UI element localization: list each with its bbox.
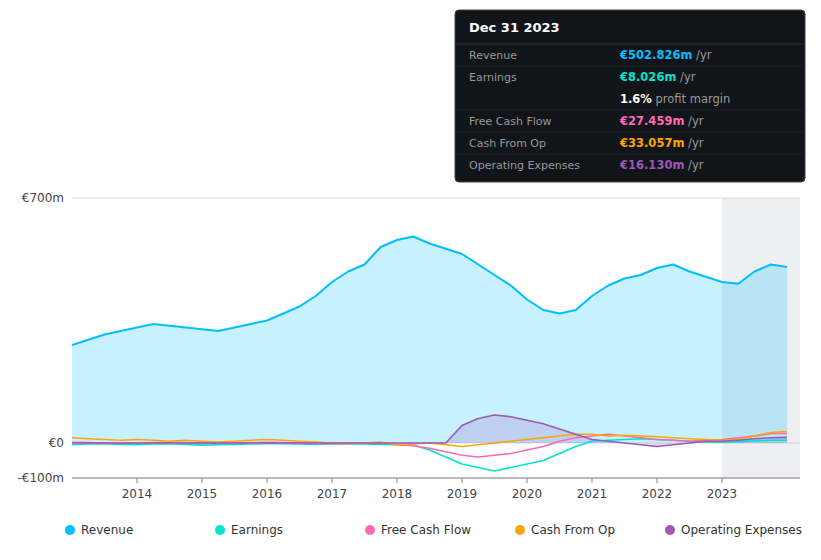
series-line	[72, 237, 787, 346]
tooltip-label: Revenue	[469, 49, 517, 62]
plot-area	[72, 198, 800, 478]
x-tick	[657, 478, 658, 483]
legend-swatch	[515, 525, 525, 535]
series-line	[72, 415, 787, 447]
background	[0, 0, 821, 560]
legend-swatch	[65, 525, 75, 535]
tooltip-separator	[455, 44, 805, 45]
legend-swatch	[665, 525, 675, 535]
x-tick-label: 2015	[187, 487, 218, 501]
grid-line	[72, 198, 800, 199]
x-tick-label: 2020	[512, 487, 543, 501]
tooltip-value: €502.826m	[619, 48, 692, 62]
x-tick	[527, 478, 528, 483]
tooltip-value: 1.6%	[620, 92, 652, 106]
tooltip-value: €33.057m	[619, 136, 684, 150]
tooltip-value-text: €502.826m /yr	[619, 48, 712, 62]
legend-swatch	[215, 525, 225, 535]
grid-line	[72, 478, 800, 479]
x-tick	[722, 478, 723, 483]
legend-label: Free Cash Flow	[381, 523, 471, 537]
x-tick-label: 2019	[447, 487, 478, 501]
x-tick-label: 2022	[642, 487, 673, 501]
x-axis-line	[72, 478, 800, 479]
tooltip-suffix: /yr	[676, 70, 695, 84]
tooltip-value-text: €33.057m /yr	[619, 136, 704, 150]
tooltip-value-text: €27.459m /yr	[619, 114, 704, 128]
tooltip-separator	[455, 154, 805, 155]
tooltip: Dec 31 2023 Revenue €502.826m /yr Earnings €…	[455, 10, 805, 182]
tooltip-suffix: /yr	[684, 136, 703, 150]
legend-swatch	[365, 525, 375, 535]
tooltip-value: €8.026m	[619, 70, 676, 84]
x-tick-label: 2017	[317, 487, 348, 501]
x-tick	[137, 478, 138, 483]
y-tick-label: €700m	[22, 191, 64, 205]
tooltip-value-text: €8.026m /yr	[619, 70, 696, 84]
legend: Revenue Earnings Free Cash Flow Cash From O…	[65, 523, 802, 537]
tooltip-suffix: /yr	[684, 114, 703, 128]
tooltip-separator	[455, 66, 805, 67]
tooltip-value: €16.130m	[619, 158, 684, 172]
chart: -€100m €0 €700m 2014 2015 2016 2017 2018 2019 202…	[0, 0, 821, 560]
tooltip-label: Earnings	[469, 71, 517, 84]
y-tick-label: -€100m	[17, 471, 64, 485]
tooltip-separator	[455, 110, 805, 111]
x-tick-label: 2021	[577, 487, 608, 501]
legend-label: Earnings	[231, 523, 283, 537]
tooltip-suffix: /yr	[684, 158, 703, 172]
tooltip-label: Operating Expenses	[469, 159, 580, 172]
x-tick	[397, 478, 398, 483]
tooltip-suffix: /yr	[692, 48, 711, 62]
legend-label: Cash From Op	[531, 523, 615, 537]
grid	[72, 198, 800, 478]
x-tick-label: 2016	[252, 487, 283, 501]
y-tick-label: €0	[49, 436, 64, 450]
x-tick-label: 2018	[382, 487, 413, 501]
tooltip-value-text: €16.130m /yr	[619, 158, 704, 172]
tooltip-value: €27.459m	[619, 114, 684, 128]
area-fill	[72, 237, 787, 444]
x-tick	[267, 478, 268, 483]
x-tick	[332, 478, 333, 483]
series-line	[72, 434, 787, 457]
x-tick	[592, 478, 593, 483]
tooltip-label: Cash From Op	[469, 137, 546, 150]
tooltip-suffix: profit margin	[652, 92, 730, 106]
x-tick-label: 2014	[122, 487, 153, 501]
x-tick	[202, 478, 203, 483]
tooltip-title: Dec 31 2023	[469, 20, 560, 35]
x-tick	[462, 478, 463, 483]
legend-label: Operating Expenses	[681, 523, 802, 537]
tooltip-box	[455, 10, 805, 182]
tooltip-separator	[455, 132, 805, 133]
tooltip-value-text: 1.6% profit margin	[620, 92, 730, 106]
tooltip-label: Free Cash Flow	[469, 115, 552, 128]
x-tick-label: 2023	[707, 487, 738, 501]
legend-label: Revenue	[81, 523, 133, 537]
